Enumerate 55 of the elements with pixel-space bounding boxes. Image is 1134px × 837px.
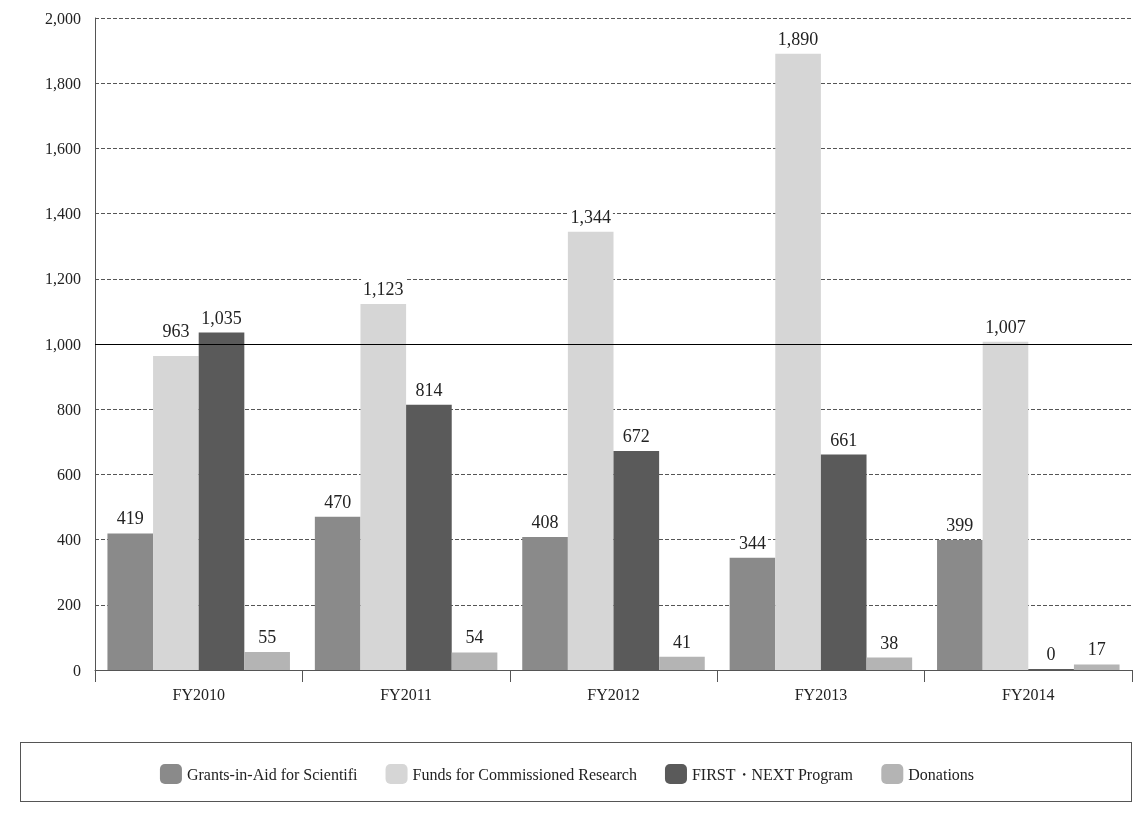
x-tick-label: FY2013 xyxy=(794,685,848,703)
bar xyxy=(937,539,983,670)
data-label: 408 xyxy=(531,511,559,532)
data-label: 54 xyxy=(465,627,484,648)
bar xyxy=(567,231,614,670)
data-label: 38 xyxy=(880,632,899,653)
legend-label: Funds for Commissioned Research xyxy=(412,765,637,783)
bar xyxy=(360,303,407,670)
y-tick-label: 1,800 xyxy=(45,74,81,92)
data-label: 41 xyxy=(672,631,691,652)
legend-label: Donations xyxy=(908,765,975,783)
bar xyxy=(866,657,913,670)
bar xyxy=(522,536,568,670)
y-tick-label: 1,600 xyxy=(45,139,81,157)
data-label: 419 xyxy=(116,508,144,529)
data-label: 399 xyxy=(946,514,974,535)
data-label: 55 xyxy=(258,627,277,648)
y-tick-label: 2,000 xyxy=(45,9,81,27)
x-tick-label: FY2012 xyxy=(587,685,640,703)
data-label: 1,007 xyxy=(985,316,1026,337)
x-tick-label: FY2010 xyxy=(172,685,225,703)
data-label: 1,035 xyxy=(201,307,242,328)
bar xyxy=(451,652,498,670)
legend-label: Grants-in-Aid for Scientifi xyxy=(186,765,359,783)
y-tick-label: 600 xyxy=(57,465,81,483)
y-tick-label: 1,000 xyxy=(45,335,81,353)
x-tick-label: FY2014 xyxy=(1002,685,1055,703)
data-label: 814 xyxy=(415,379,443,400)
data-label: 661 xyxy=(830,429,858,450)
data-label: 470 xyxy=(324,491,352,512)
data-label: 1,344 xyxy=(570,206,611,227)
bar xyxy=(153,356,199,670)
data-label: 963 xyxy=(162,321,190,341)
data-label: 0 xyxy=(1046,644,1056,664)
y-tick-label: 1,200 xyxy=(45,270,81,288)
bar xyxy=(244,652,290,670)
data-label: 672 xyxy=(622,425,650,446)
bar xyxy=(775,53,821,670)
data-label: 1,123 xyxy=(363,278,404,299)
bar xyxy=(982,341,1029,670)
bar xyxy=(107,533,154,670)
y-tick-label: 200 xyxy=(57,596,81,614)
data-label: 17 xyxy=(1087,639,1106,660)
y-tick-label: 400 xyxy=(57,531,81,549)
bar xyxy=(659,656,705,670)
x-tick-label: FY2011 xyxy=(380,685,433,703)
bar xyxy=(729,557,776,670)
y-tick-label: 1,400 xyxy=(45,205,81,223)
bar xyxy=(314,516,361,670)
legend-label: FIRST・NEXT Program xyxy=(691,765,854,784)
data-label: 1,890 xyxy=(777,28,819,49)
data-label: 344 xyxy=(738,532,766,553)
bar xyxy=(1073,664,1120,670)
y-tick-label: 800 xyxy=(57,400,81,418)
y-tick-label: 0 xyxy=(73,661,81,679)
